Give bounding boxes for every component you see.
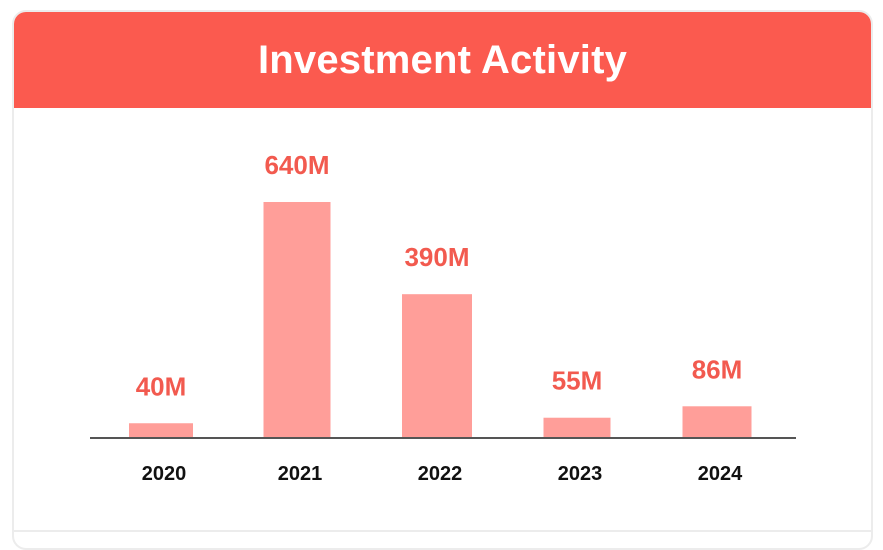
- bars-group: [129, 202, 752, 438]
- value-label-2022: 390M: [404, 242, 469, 272]
- x-tick-label-2024: 2024: [698, 463, 743, 485]
- value-label-2024: 86M: [692, 354, 743, 384]
- value-labels-group: 40M 640M 390M 55M 86M: [136, 150, 743, 401]
- x-tick-label-2023: 2023: [558, 463, 603, 485]
- bar-2024: [682, 406, 752, 438]
- bar-2022: [402, 294, 472, 438]
- x-tick-label-2020: 2020: [142, 463, 187, 485]
- card-header: Investment Activity: [14, 12, 871, 108]
- x-tick-label-2021: 2021: [278, 463, 323, 485]
- x-tick-label-2022: 2022: [418, 463, 463, 485]
- bar-2020: [129, 423, 193, 438]
- value-label-2023: 55M: [552, 366, 603, 396]
- bar-2023: [543, 417, 611, 438]
- bar-2021: [263, 202, 331, 438]
- bottom-divider: [14, 530, 871, 532]
- value-label-2021: 640M: [264, 150, 329, 180]
- investment-card: Investment Activity: [12, 10, 873, 550]
- bar-chart: 40M 640M 390M 55M 86M 2020 2021 2022 2023 2024: [90, 150, 796, 485]
- value-label-2020: 40M: [136, 371, 187, 401]
- tick-labels-group: 2020 2021 2022 2023 2024: [142, 463, 743, 485]
- card-title: Investment Activity: [257, 37, 628, 82]
